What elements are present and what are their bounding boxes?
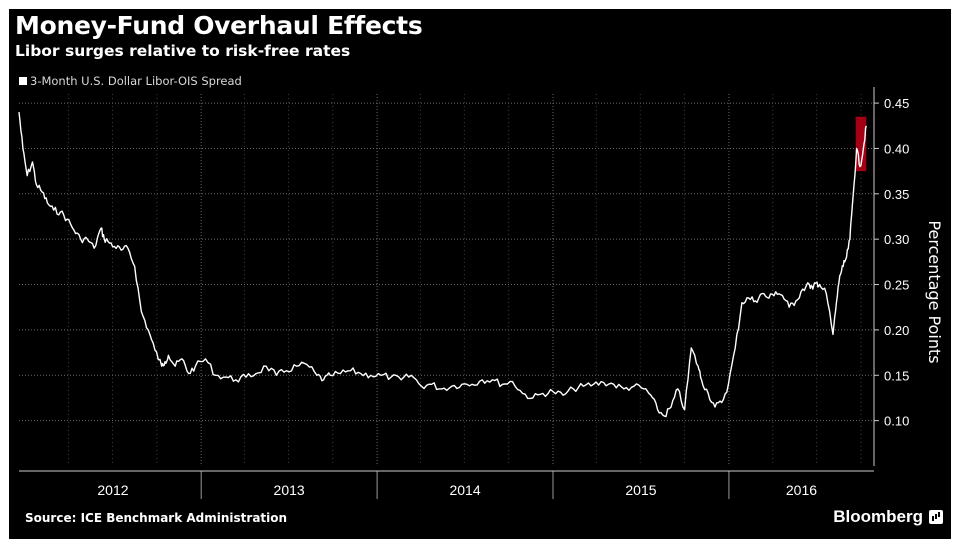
brand-logo: Bloomberg <box>833 507 943 527</box>
chart-subtitle: Libor surges relative to risk-free rates <box>15 42 351 60</box>
x-tick-label: 2015 <box>625 482 656 498</box>
y-tick-label: 0.20 <box>884 323 909 338</box>
highlight-region <box>855 116 867 172</box>
series-line <box>18 112 867 418</box>
line-chart: 2012 2013 2014 2015 2016 0.10 0.15 0.20 0.25 0.3… <box>18 87 944 499</box>
x-tick-label: 2012 <box>97 482 128 498</box>
y-tick-label: 0.10 <box>884 414 909 429</box>
brand-name: Bloomberg <box>833 507 923 526</box>
y-axis-title: Percentage Points <box>925 220 944 363</box>
legend: 3-Month U.S. Dollar Libor-OIS Spread <box>19 74 242 88</box>
y-tick-label: 0.40 <box>884 141 909 156</box>
x-tick-label: 2016 <box>786 482 817 498</box>
highlight-box <box>855 116 867 172</box>
x-axis: 2012 2013 2014 2015 2016 <box>19 470 874 499</box>
x-tick-label: 2014 <box>449 482 480 498</box>
y-tick-label: 0.15 <box>884 368 909 383</box>
legend-swatch <box>19 77 27 85</box>
legend-label: 3-Month U.S. Dollar Libor-OIS Spread <box>30 74 242 88</box>
bloomberg-chart-icon <box>929 510 943 524</box>
y-tick-label: 0.25 <box>884 278 909 293</box>
y-axis: 0.10 0.15 0.20 0.25 0.30 0.35 0.40 0.45 Percenta… <box>873 87 944 466</box>
series-layer <box>18 112 867 418</box>
chart-panel: Money-Fund Overhaul Effects Libor surges… <box>9 9 951 539</box>
y-tick-label: 0.35 <box>884 187 909 202</box>
y-tick-label: 0.30 <box>884 232 909 247</box>
gridlines <box>19 94 874 466</box>
x-tick-label: 2013 <box>274 482 305 498</box>
y-tick-label: 0.45 <box>884 96 909 111</box>
chart-title: Money-Fund Overhaul Effects <box>15 11 423 40</box>
source-note: Source: ICE Benchmark Administration <box>25 511 288 525</box>
